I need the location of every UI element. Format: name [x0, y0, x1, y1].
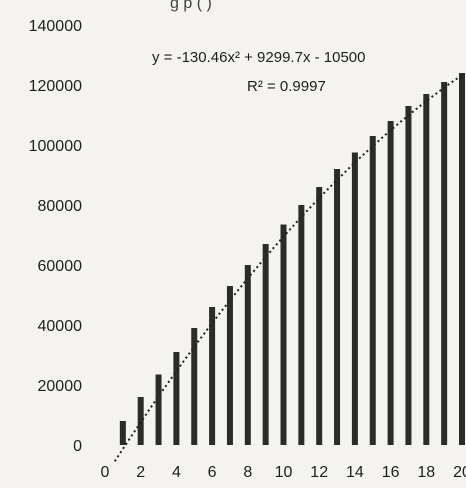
bar: [244, 265, 251, 445]
x-tick-label: 12: [310, 464, 328, 481]
bar: [369, 136, 376, 445]
bar: [387, 121, 394, 445]
x-tick-label: 14: [346, 464, 364, 481]
bar: [119, 421, 126, 445]
y-tick-label: 0: [73, 438, 82, 455]
x-tick-label: 6: [208, 464, 217, 481]
y-tick-label: 60000: [38, 258, 83, 275]
r-squared-label: R² = 0.9997: [247, 78, 326, 95]
x-axis-ticks: 0 2 4 6 8 10 12 14 16 18 20: [101, 464, 466, 481]
bar: [280, 224, 287, 445]
bar: [226, 286, 233, 445]
y-tick-label: 40000: [38, 318, 83, 335]
bar: [423, 94, 430, 445]
bar: [351, 152, 358, 445]
bar: [191, 328, 198, 445]
x-tick-label: 0: [101, 464, 110, 481]
bar: [155, 374, 162, 445]
bar: [298, 205, 305, 445]
bar: [316, 187, 323, 445]
bar: [334, 169, 341, 445]
bar: [137, 397, 144, 445]
y-tick-label: 120000: [29, 78, 82, 95]
y-tick-label: 140000: [29, 18, 82, 35]
bar: [262, 244, 269, 445]
x-tick-label: 20: [453, 464, 466, 481]
x-tick-label: 18: [417, 464, 435, 481]
x-tick-label: 16: [382, 464, 400, 481]
chart-title-fragment: g p ( ): [170, 0, 212, 12]
trendline: [113, 74, 463, 462]
y-axis-ticks: 0 20000 40000 60000 80000 100000 120000 140000: [29, 18, 82, 455]
y-tick-label: 20000: [38, 378, 83, 395]
x-tick-label: 2: [136, 464, 145, 481]
x-tick-label: 8: [243, 464, 252, 481]
y-tick-label: 100000: [29, 138, 82, 155]
trendline-equation: y = -130.46x² + 9299.7x - 10500: [152, 49, 365, 66]
bar: [441, 82, 448, 445]
bar: [459, 73, 465, 445]
bar: [209, 307, 216, 445]
x-tick-label: 10: [275, 464, 293, 481]
y-tick-label: 80000: [38, 198, 83, 215]
bar: [173, 352, 180, 445]
bars-group: [119, 73, 465, 445]
x-tick-label: 4: [172, 464, 181, 481]
bar: [405, 106, 412, 445]
